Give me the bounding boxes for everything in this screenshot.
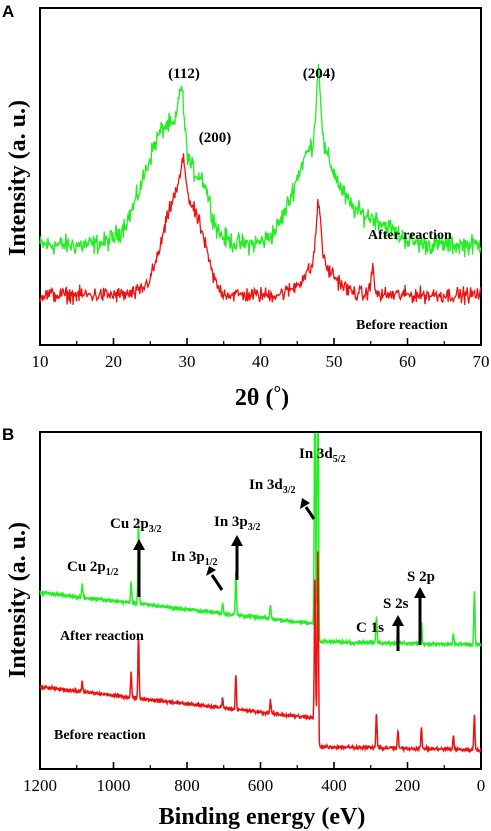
arrow-s-2s bbox=[392, 615, 404, 651]
arrow-in-3d32 bbox=[300, 498, 316, 520]
panel-a-xtick-label: 50 bbox=[326, 352, 343, 371]
panel-b-xtick-label: 200 bbox=[395, 776, 421, 795]
label-cu-2p12-main: Cu 2p bbox=[67, 559, 106, 575]
panel-a-xtick-label: 30 bbox=[179, 352, 196, 371]
label-c-1s: C 1s bbox=[356, 620, 384, 636]
label-cu-2p32: Cu 2p3/2 bbox=[110, 516, 162, 535]
panel-a-series-line-after bbox=[39, 64, 482, 258]
panel-a-xlabel-degree: ° bbox=[273, 383, 281, 404]
panel-a: A 10 20 30 40 50 60 70 (112) (200) (204) After… bbox=[2, 2, 490, 411]
panel-a-before-label: Before reaction bbox=[356, 318, 448, 333]
arrow-cu-2p32 bbox=[133, 539, 145, 597]
peak-112-label: (112) bbox=[168, 66, 200, 82]
label-cu-2p32-main: Cu 2p bbox=[110, 516, 149, 532]
panel-a-xlabel-end: ) bbox=[281, 385, 289, 411]
panel-b-series-line-before bbox=[39, 551, 482, 754]
panel-b-xtick-label: 600 bbox=[248, 776, 274, 795]
panel-b: B 1200 1000 800 600 400 200 0 bbox=[2, 425, 485, 830]
panel-b-xtick-label: 0 bbox=[477, 776, 486, 795]
label-in-3p12: In 3p1/2 bbox=[171, 549, 218, 568]
panel-a-xtick-label: 10 bbox=[32, 352, 49, 371]
label-cu-2p12-sub: 1/2 bbox=[106, 567, 119, 578]
label-in-3d52-main: In 3d bbox=[299, 446, 333, 462]
panel-a-xtick-label: 60 bbox=[399, 352, 416, 371]
panel-b-xlabel: Binding energy (eV) bbox=[159, 804, 366, 830]
label-in-3p12-sub: 1/2 bbox=[205, 557, 218, 568]
panel-a-after-label: After reaction bbox=[368, 228, 452, 243]
panel-a-xlabel: 2θ (°) bbox=[235, 383, 289, 411]
label-in-3p32: In 3p3/2 bbox=[214, 514, 261, 533]
panel-a-xtick-label: 20 bbox=[105, 352, 122, 371]
panel-b-label: B bbox=[2, 425, 14, 444]
peak-204-label: (204) bbox=[303, 66, 336, 82]
label-cu-2p12: Cu 2p1/2 bbox=[67, 559, 119, 578]
label-in-3p12-main: In 3p bbox=[171, 549, 205, 565]
panel-b-ticks: 1200 1000 800 600 400 200 0 bbox=[23, 762, 485, 795]
panel-b-after-label: After reaction bbox=[60, 629, 144, 644]
peak-200-label: (200) bbox=[199, 130, 232, 146]
panel-a-xtick-label: 40 bbox=[252, 352, 269, 371]
panel-a-series bbox=[39, 64, 482, 306]
panel-a-xlabel-main: 2θ ( bbox=[235, 385, 274, 411]
label-in-3d32: In 3d3/2 bbox=[249, 477, 296, 496]
panel-a-xtick-label: 70 bbox=[473, 352, 490, 371]
panel-a-ylabel: Intensity (a. u.) bbox=[5, 100, 31, 256]
panel-b-series-line-after bbox=[39, 433, 482, 648]
panel-a-series-line-before bbox=[39, 153, 482, 306]
label-in-3d52-sub: 5/2 bbox=[333, 454, 346, 465]
label-s-2s: S 2s bbox=[383, 596, 409, 612]
label-s-2p: S 2p bbox=[407, 569, 435, 585]
label-cu-2p32-sub: 3/2 bbox=[149, 524, 162, 535]
panel-b-xtick-label: 800 bbox=[174, 776, 200, 795]
arrow-in-3p12 bbox=[206, 566, 224, 591]
panel-b-xtick-label: 1000 bbox=[97, 776, 131, 795]
panel-b-xtick-label: 400 bbox=[321, 776, 347, 795]
panel-b-xtick-label: 1200 bbox=[23, 776, 57, 795]
panel-b-before-label: Before reaction bbox=[54, 728, 146, 743]
label-in-3p32-sub: 3/2 bbox=[248, 522, 261, 533]
panel-a-ticks: 10 20 30 40 50 60 70 bbox=[32, 338, 490, 371]
arrow-in-3p32 bbox=[231, 535, 243, 580]
panel-b-arrows bbox=[133, 498, 426, 651]
label-in-3d52: In 3d5/2 bbox=[299, 446, 346, 465]
label-in-3d32-sub: 3/2 bbox=[283, 485, 296, 496]
label-in-3p32-main: In 3p bbox=[214, 514, 248, 530]
panel-b-ylabel: Intensity (a. u.) bbox=[5, 522, 31, 678]
arrow-s-2p bbox=[414, 587, 426, 645]
label-in-3d32-main: In 3d bbox=[249, 477, 283, 493]
panel-a-label: A bbox=[2, 2, 14, 21]
panel-b-series bbox=[39, 433, 482, 754]
